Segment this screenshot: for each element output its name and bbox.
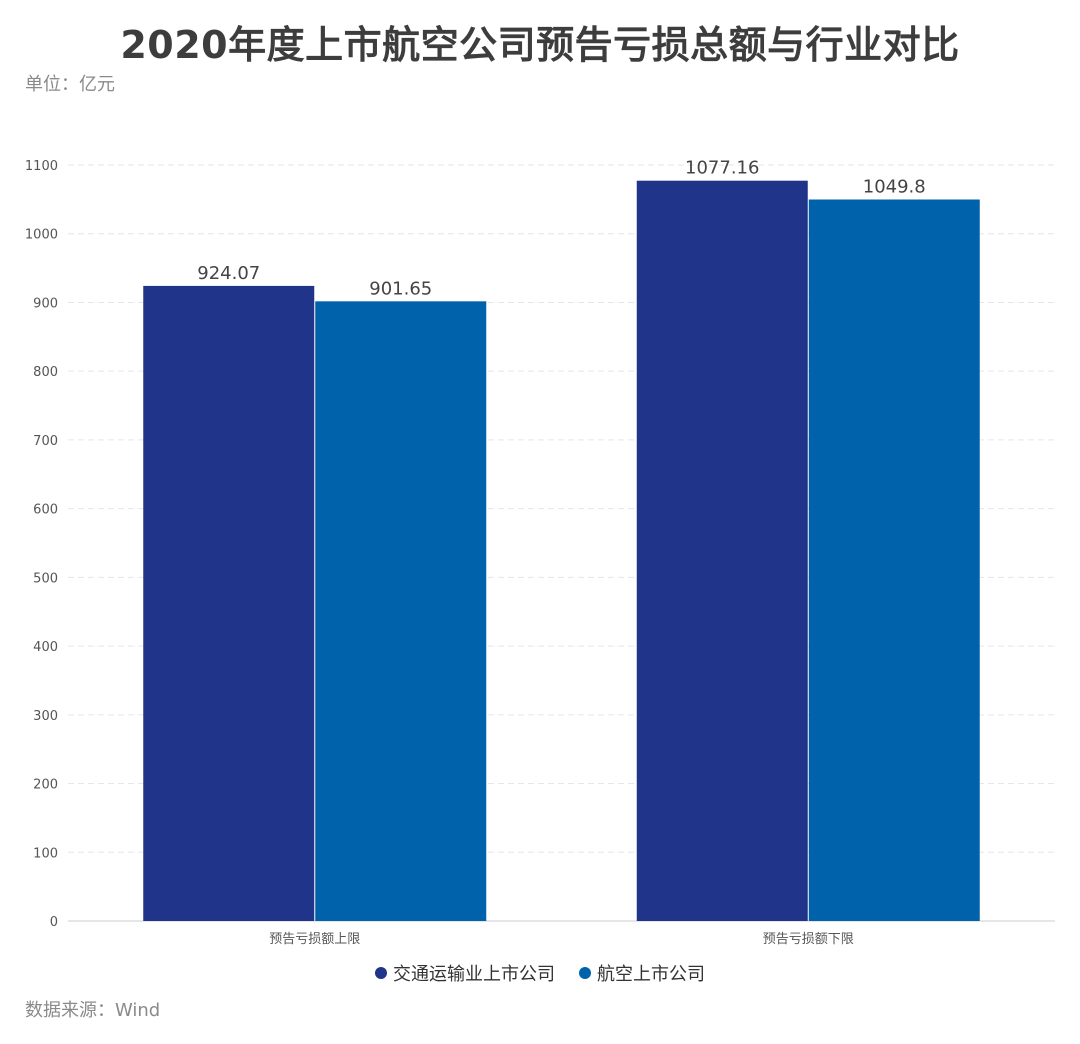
data-label: 1077.16	[685, 158, 759, 179]
legend-item-airline[interactable]: 航空上市公司	[579, 960, 705, 986]
bar-1-1	[808, 199, 980, 921]
y-tick-label: 400	[33, 640, 58, 655]
data-label: 901.65	[369, 278, 432, 299]
y-tick-label: 0	[50, 915, 58, 930]
y-tick-label: 800	[33, 365, 58, 380]
chart-title: 2020年度上市航空公司预告亏损总额与行业对比	[120, 23, 960, 67]
y-tick-label: 900	[33, 296, 58, 311]
y-tick-label: 200	[33, 778, 58, 793]
legend-item-transport[interactable]: 交通运输业上市公司	[375, 960, 555, 986]
legend-label-transport: 交通运输业上市公司	[393, 964, 555, 985]
y-tick-label: 1100	[25, 159, 58, 174]
bar-0-0	[143, 285, 315, 922]
unit-label: 单位：亿元	[25, 74, 115, 95]
legend-label-airline: 航空上市公司	[597, 964, 705, 985]
legend: 交通运输业上市公司 航空上市公司	[0, 960, 1080, 986]
y-tick-label: 300	[33, 709, 58, 724]
y-tick-label: 500	[33, 571, 58, 586]
legend-dot-airline	[579, 967, 591, 979]
data-source: 数据来源：Wind	[25, 1000, 161, 1021]
bar-1-0	[315, 301, 487, 921]
y-tick-label: 100	[33, 846, 58, 861]
x-tick-label: 预告亏损额上限	[269, 932, 360, 947]
data-label: 924.07	[197, 263, 260, 284]
x-tick-label: 预告亏损额下限	[763, 932, 854, 947]
bar-0-1	[636, 180, 808, 921]
y-tick-label: 700	[33, 434, 58, 449]
y-tick-label: 1000	[25, 228, 58, 243]
legend-dot-transport	[375, 967, 387, 979]
data-label: 1049.8	[863, 177, 926, 198]
y-tick-label: 600	[33, 503, 58, 518]
